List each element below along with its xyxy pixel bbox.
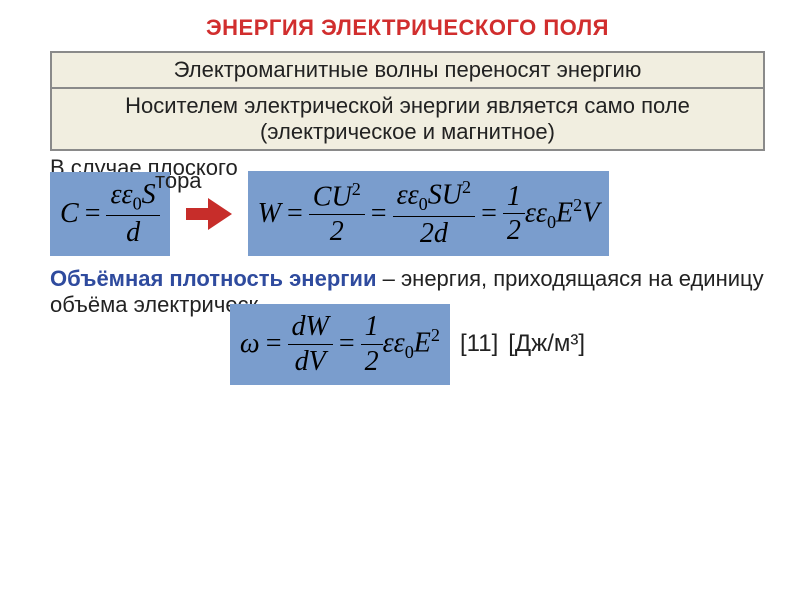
statement-box-1: Электромагнитные волны переносят энергию [50, 51, 765, 89]
formula-capacitance: C=εε0Sd [50, 172, 170, 256]
statement-box-2: Носителем электрической энергии является… [50, 87, 765, 151]
reference-number: [11] [460, 330, 498, 358]
page-title: ЭНЕРГИЯ ЭЛЕКТРИЧЕСКОГО ПОЛЯ [50, 15, 765, 41]
formula-row: тора C=εε0Sd W=CU22=εε0SU22d=12εε0E2V [50, 171, 765, 256]
formula-density: ω=dWdV=12εε0E2 [230, 304, 450, 384]
arrow-icon [184, 196, 234, 232]
definition-label: Объёмная плотность энергии [50, 266, 376, 291]
intro-text-tail: тора [155, 168, 202, 194]
unit-label: [Дж/м³] [508, 330, 585, 358]
formula-energy: W=CU22=εε0SU22d=12εε0E2V [248, 171, 610, 256]
